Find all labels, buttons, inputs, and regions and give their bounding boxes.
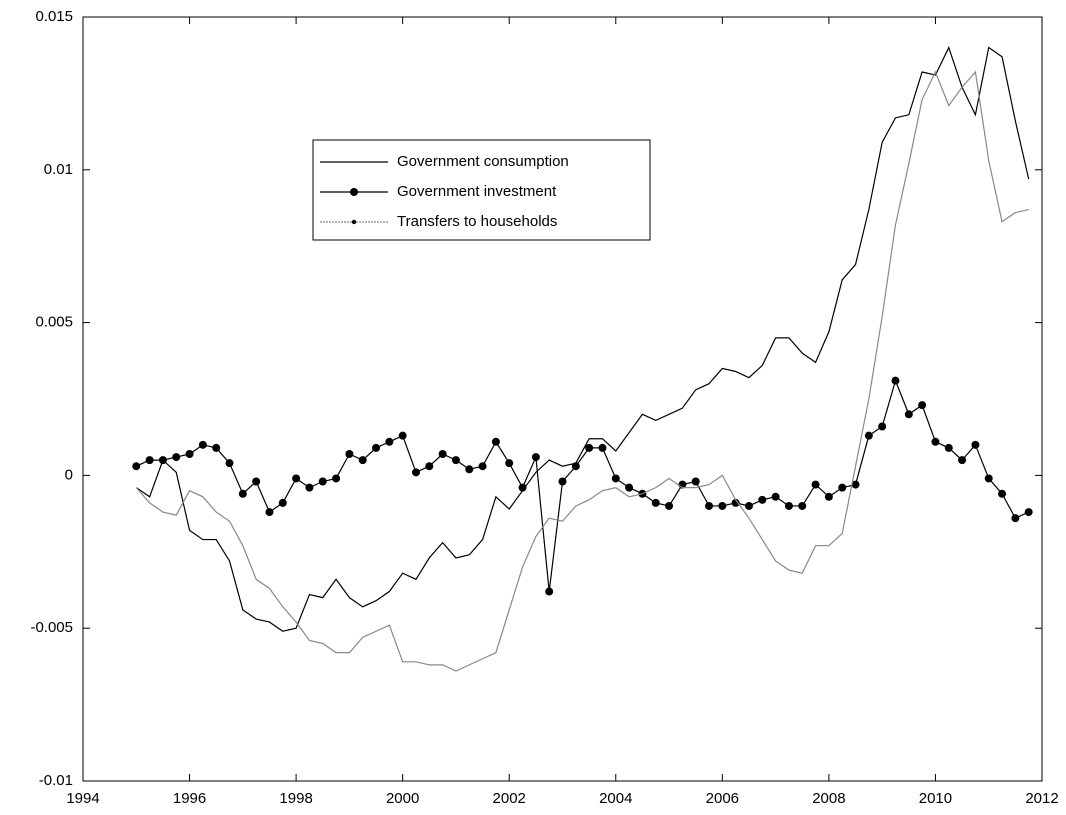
data-point [132, 462, 141, 471]
x-tick-label: 2000 [386, 790, 419, 807]
data-point [758, 495, 767, 504]
y-tick-label: 0.005 [35, 314, 73, 331]
data-point [438, 450, 447, 459]
data-point [518, 483, 527, 492]
data-point [891, 376, 900, 385]
data-point [265, 508, 274, 517]
series-line [136, 378, 1029, 592]
data-point [904, 410, 913, 419]
data-point [798, 501, 807, 510]
data-point [691, 477, 700, 486]
data-point [744, 501, 753, 510]
data-point [558, 477, 567, 486]
data-point [145, 456, 154, 465]
data-point [358, 456, 367, 465]
data-point [851, 480, 860, 489]
data-point [944, 443, 953, 452]
data-point [238, 489, 247, 498]
data-point [345, 450, 354, 459]
data-point [292, 474, 301, 483]
data-point [971, 440, 980, 449]
data-point [158, 456, 167, 465]
data-point [931, 437, 940, 446]
x-tick-label: 2012 [1025, 790, 1058, 807]
data-point [771, 492, 780, 501]
data-point [172, 453, 181, 462]
data-point [571, 462, 580, 471]
y-tick-label: 0.015 [35, 8, 73, 25]
data-point [425, 462, 434, 471]
data-point [372, 443, 381, 452]
data-point [984, 474, 993, 483]
data-point [198, 440, 207, 449]
data-point [505, 459, 514, 468]
plot-frame [82, 16, 1043, 782]
data-point [958, 456, 967, 465]
data-point [305, 483, 314, 492]
data-point [465, 465, 474, 474]
legend-marker [351, 219, 357, 225]
data-point [824, 492, 833, 501]
data-point [918, 401, 927, 410]
data-point [705, 501, 714, 510]
data-point [545, 587, 554, 596]
series-line [135, 70, 1029, 672]
data-point [451, 456, 460, 465]
x-tick-label: 2002 [493, 790, 526, 807]
data-point [585, 443, 594, 452]
y-tick-label: 0.01 [44, 161, 73, 178]
x-tick-label: 2008 [812, 790, 845, 807]
data-point [411, 468, 420, 477]
x-tick-label: 1998 [279, 790, 312, 807]
data-point [878, 422, 887, 431]
data-point [625, 483, 634, 492]
y-tick-label: -0.005 [30, 619, 73, 636]
y-tick-label: -0.01 [39, 772, 73, 789]
data-point [598, 443, 607, 452]
data-point [651, 498, 660, 507]
data-point [318, 477, 327, 486]
legend-box [312, 139, 651, 241]
data-point [1024, 508, 1033, 517]
y-tick-label: 0 [65, 466, 73, 483]
data-point [665, 501, 674, 510]
data-point [332, 474, 341, 483]
data-point [611, 474, 620, 483]
data-point [385, 437, 394, 446]
legend-marker [350, 188, 358, 196]
legend-label: Government consumption [397, 153, 569, 170]
data-point [811, 480, 820, 489]
x-tick-label: 2004 [599, 790, 632, 807]
data-point [731, 498, 740, 507]
data-point [185, 450, 194, 459]
data-point [252, 477, 261, 486]
x-tick-label: 2010 [919, 790, 952, 807]
legend-label: Government investment [397, 183, 557, 200]
data-point [212, 443, 221, 452]
data-point [1011, 514, 1020, 523]
x-tick-label: 1996 [173, 790, 206, 807]
data-point [398, 431, 407, 440]
data-point [784, 501, 793, 510]
data-point [998, 489, 1007, 498]
series-line [135, 45, 1030, 632]
data-point [278, 498, 287, 507]
x-tick-label: 2006 [706, 790, 739, 807]
data-point [864, 431, 873, 440]
data-point [838, 483, 847, 492]
data-point [491, 437, 500, 446]
legend-label: Transfers to households [397, 213, 557, 230]
data-point [718, 501, 727, 510]
data-point [225, 459, 234, 468]
data-point [478, 462, 487, 471]
data-point [531, 453, 540, 462]
x-tick-label: 1994 [66, 790, 99, 807]
